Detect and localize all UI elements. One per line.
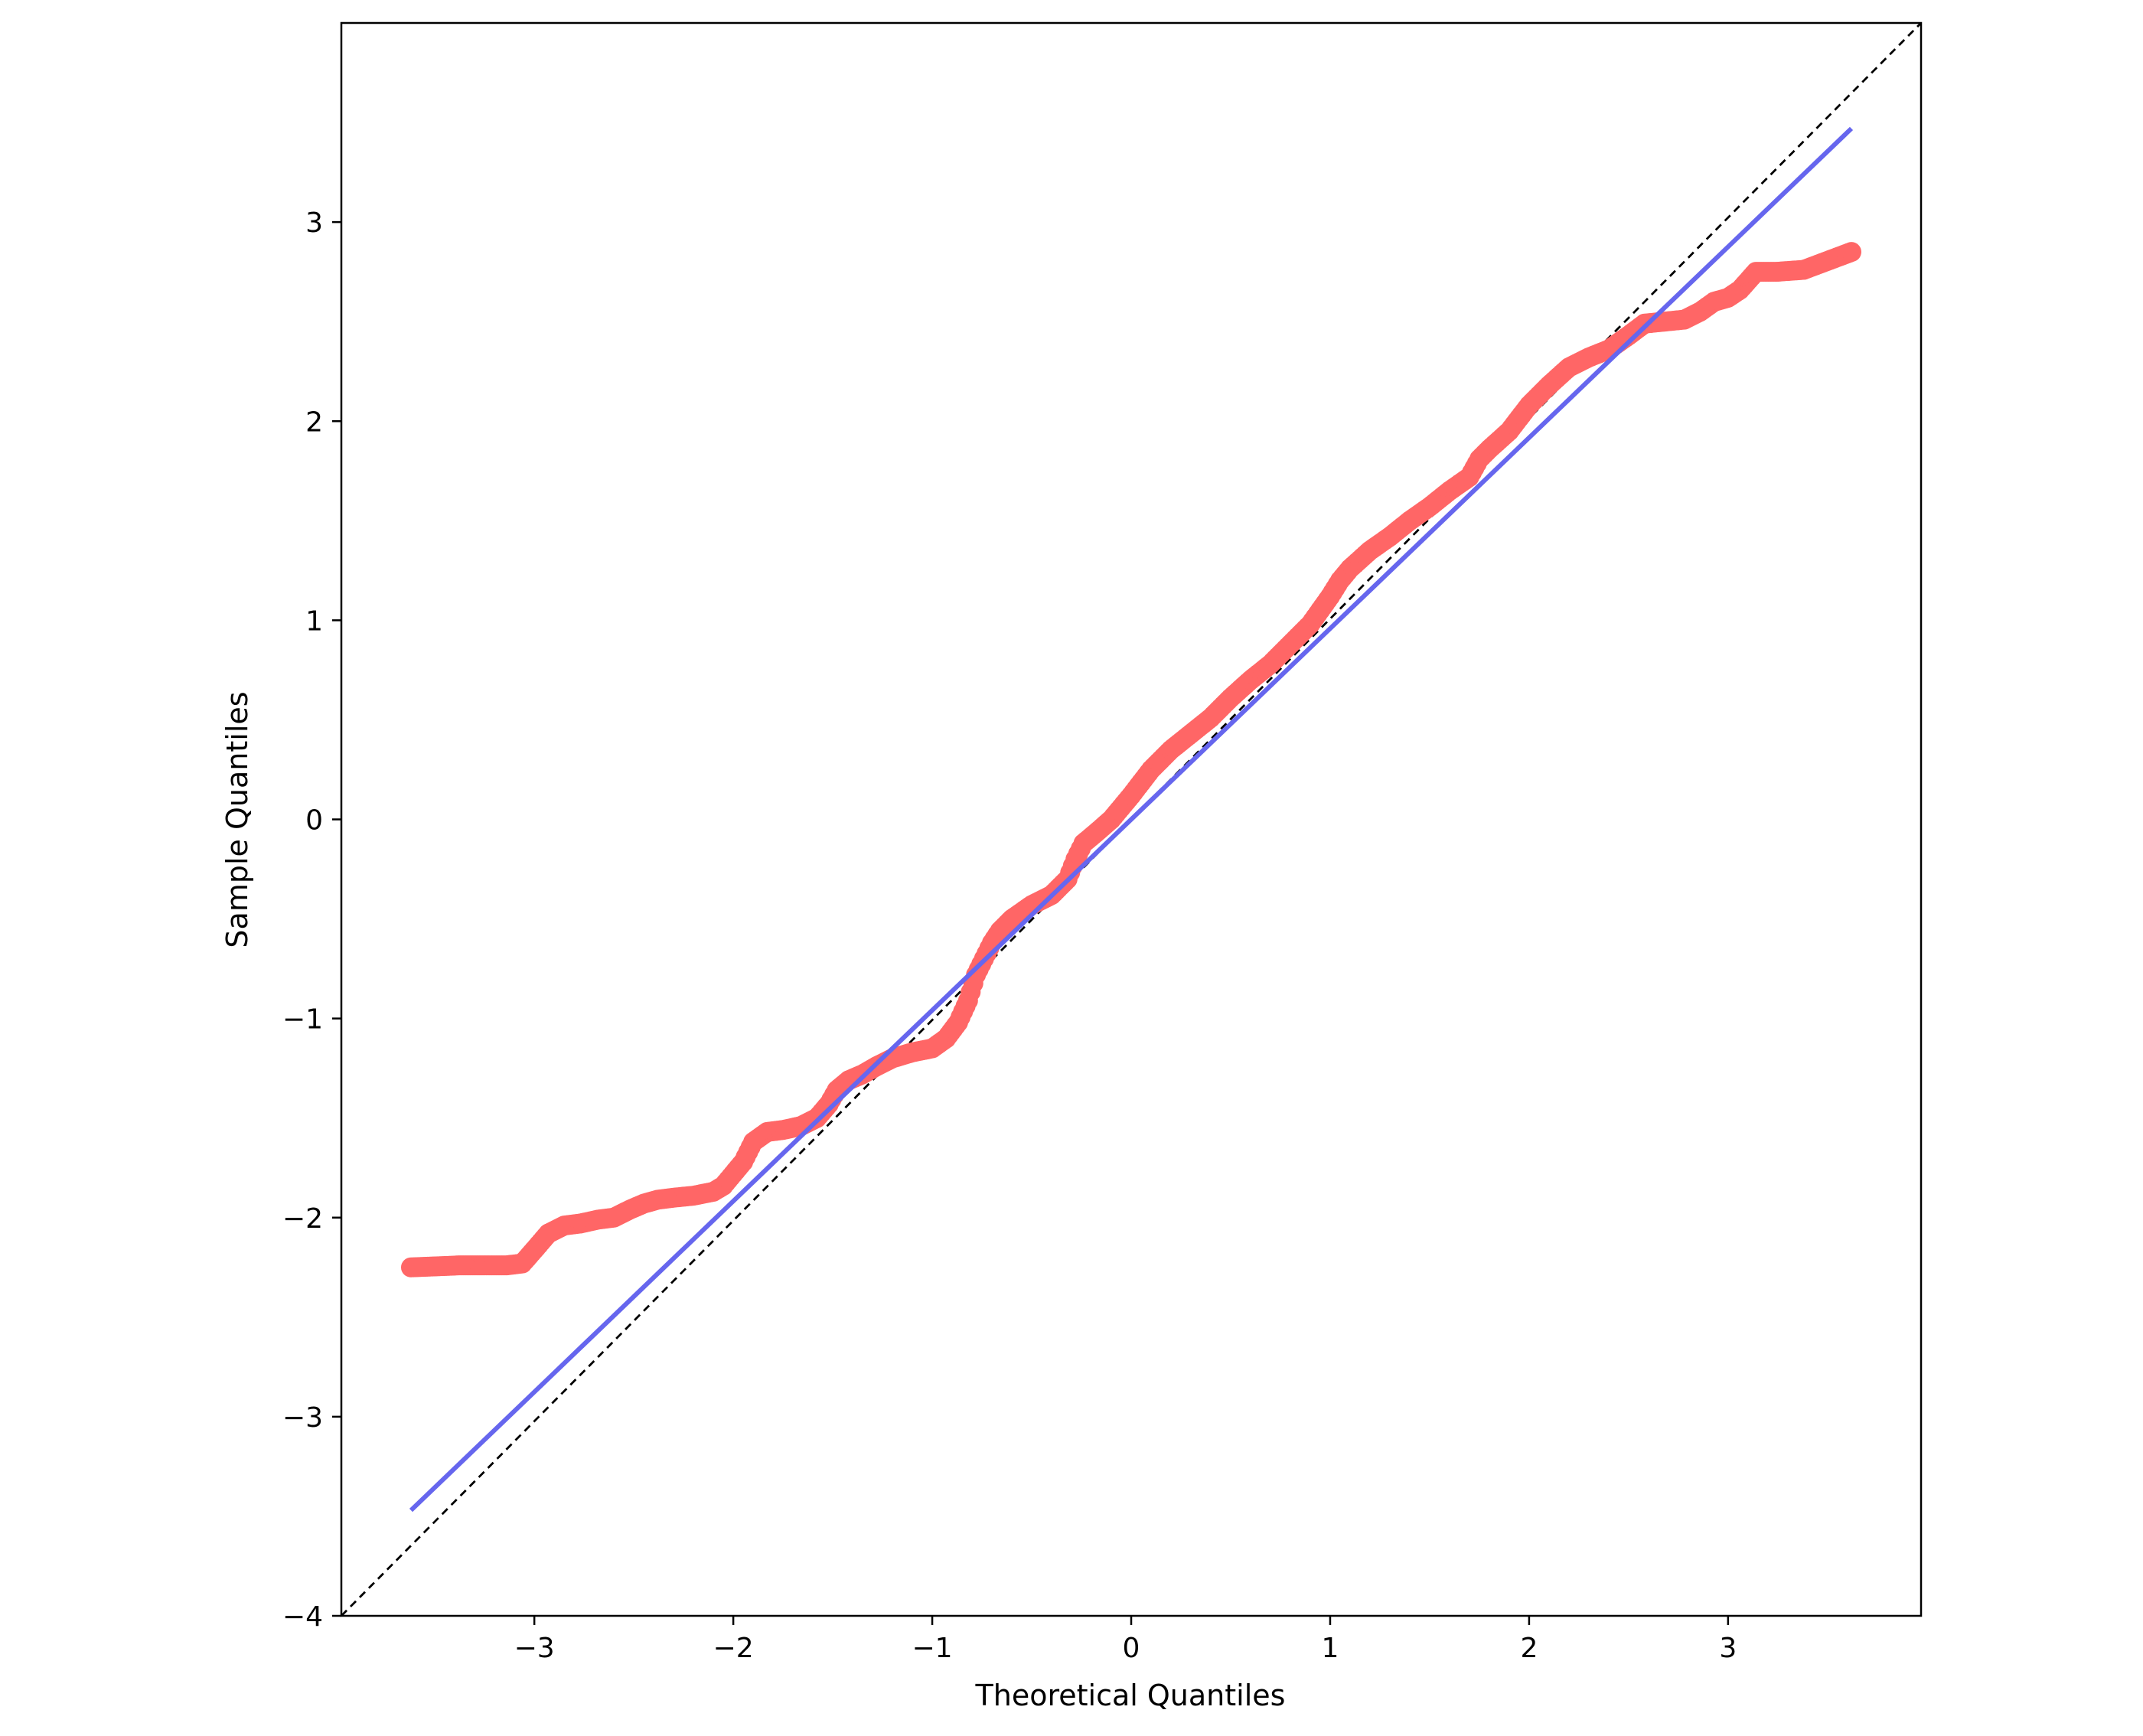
y-tick-label: −4 [282,1601,323,1633]
x-axis-label: Theoretical Quantiles [975,1679,1286,1712]
axes: −3 −2 −1 0 1 2 3 −4 −3 −2 −1 0 1 2 3 [282,21,1923,1664]
x-tick-label: 0 [1123,1633,1140,1664]
y-tick-label: −1 [282,1004,323,1036]
x-tick-label: 1 [1321,1633,1339,1664]
x-tick-label: −1 [912,1633,953,1664]
y-tick-label: −2 [282,1203,323,1235]
fitted-line [409,126,1854,1512]
y-tick-label: −3 [282,1402,323,1434]
sample-quantile-point [1841,242,1862,263]
y-tick-label: 2 [305,406,323,438]
x-tick-label: 2 [1520,1633,1538,1664]
y-axis-label: Sample Quantiles [220,691,254,948]
plot-area [341,23,1921,1616]
x-tick-label: 3 [1719,1633,1737,1664]
y-tick-label: 3 [305,207,323,239]
y-tick-label: 1 [305,605,323,637]
y-tick-label: 0 [305,805,323,837]
x-tick-label: −3 [514,1633,555,1664]
x-tick-label: −2 [713,1633,754,1664]
